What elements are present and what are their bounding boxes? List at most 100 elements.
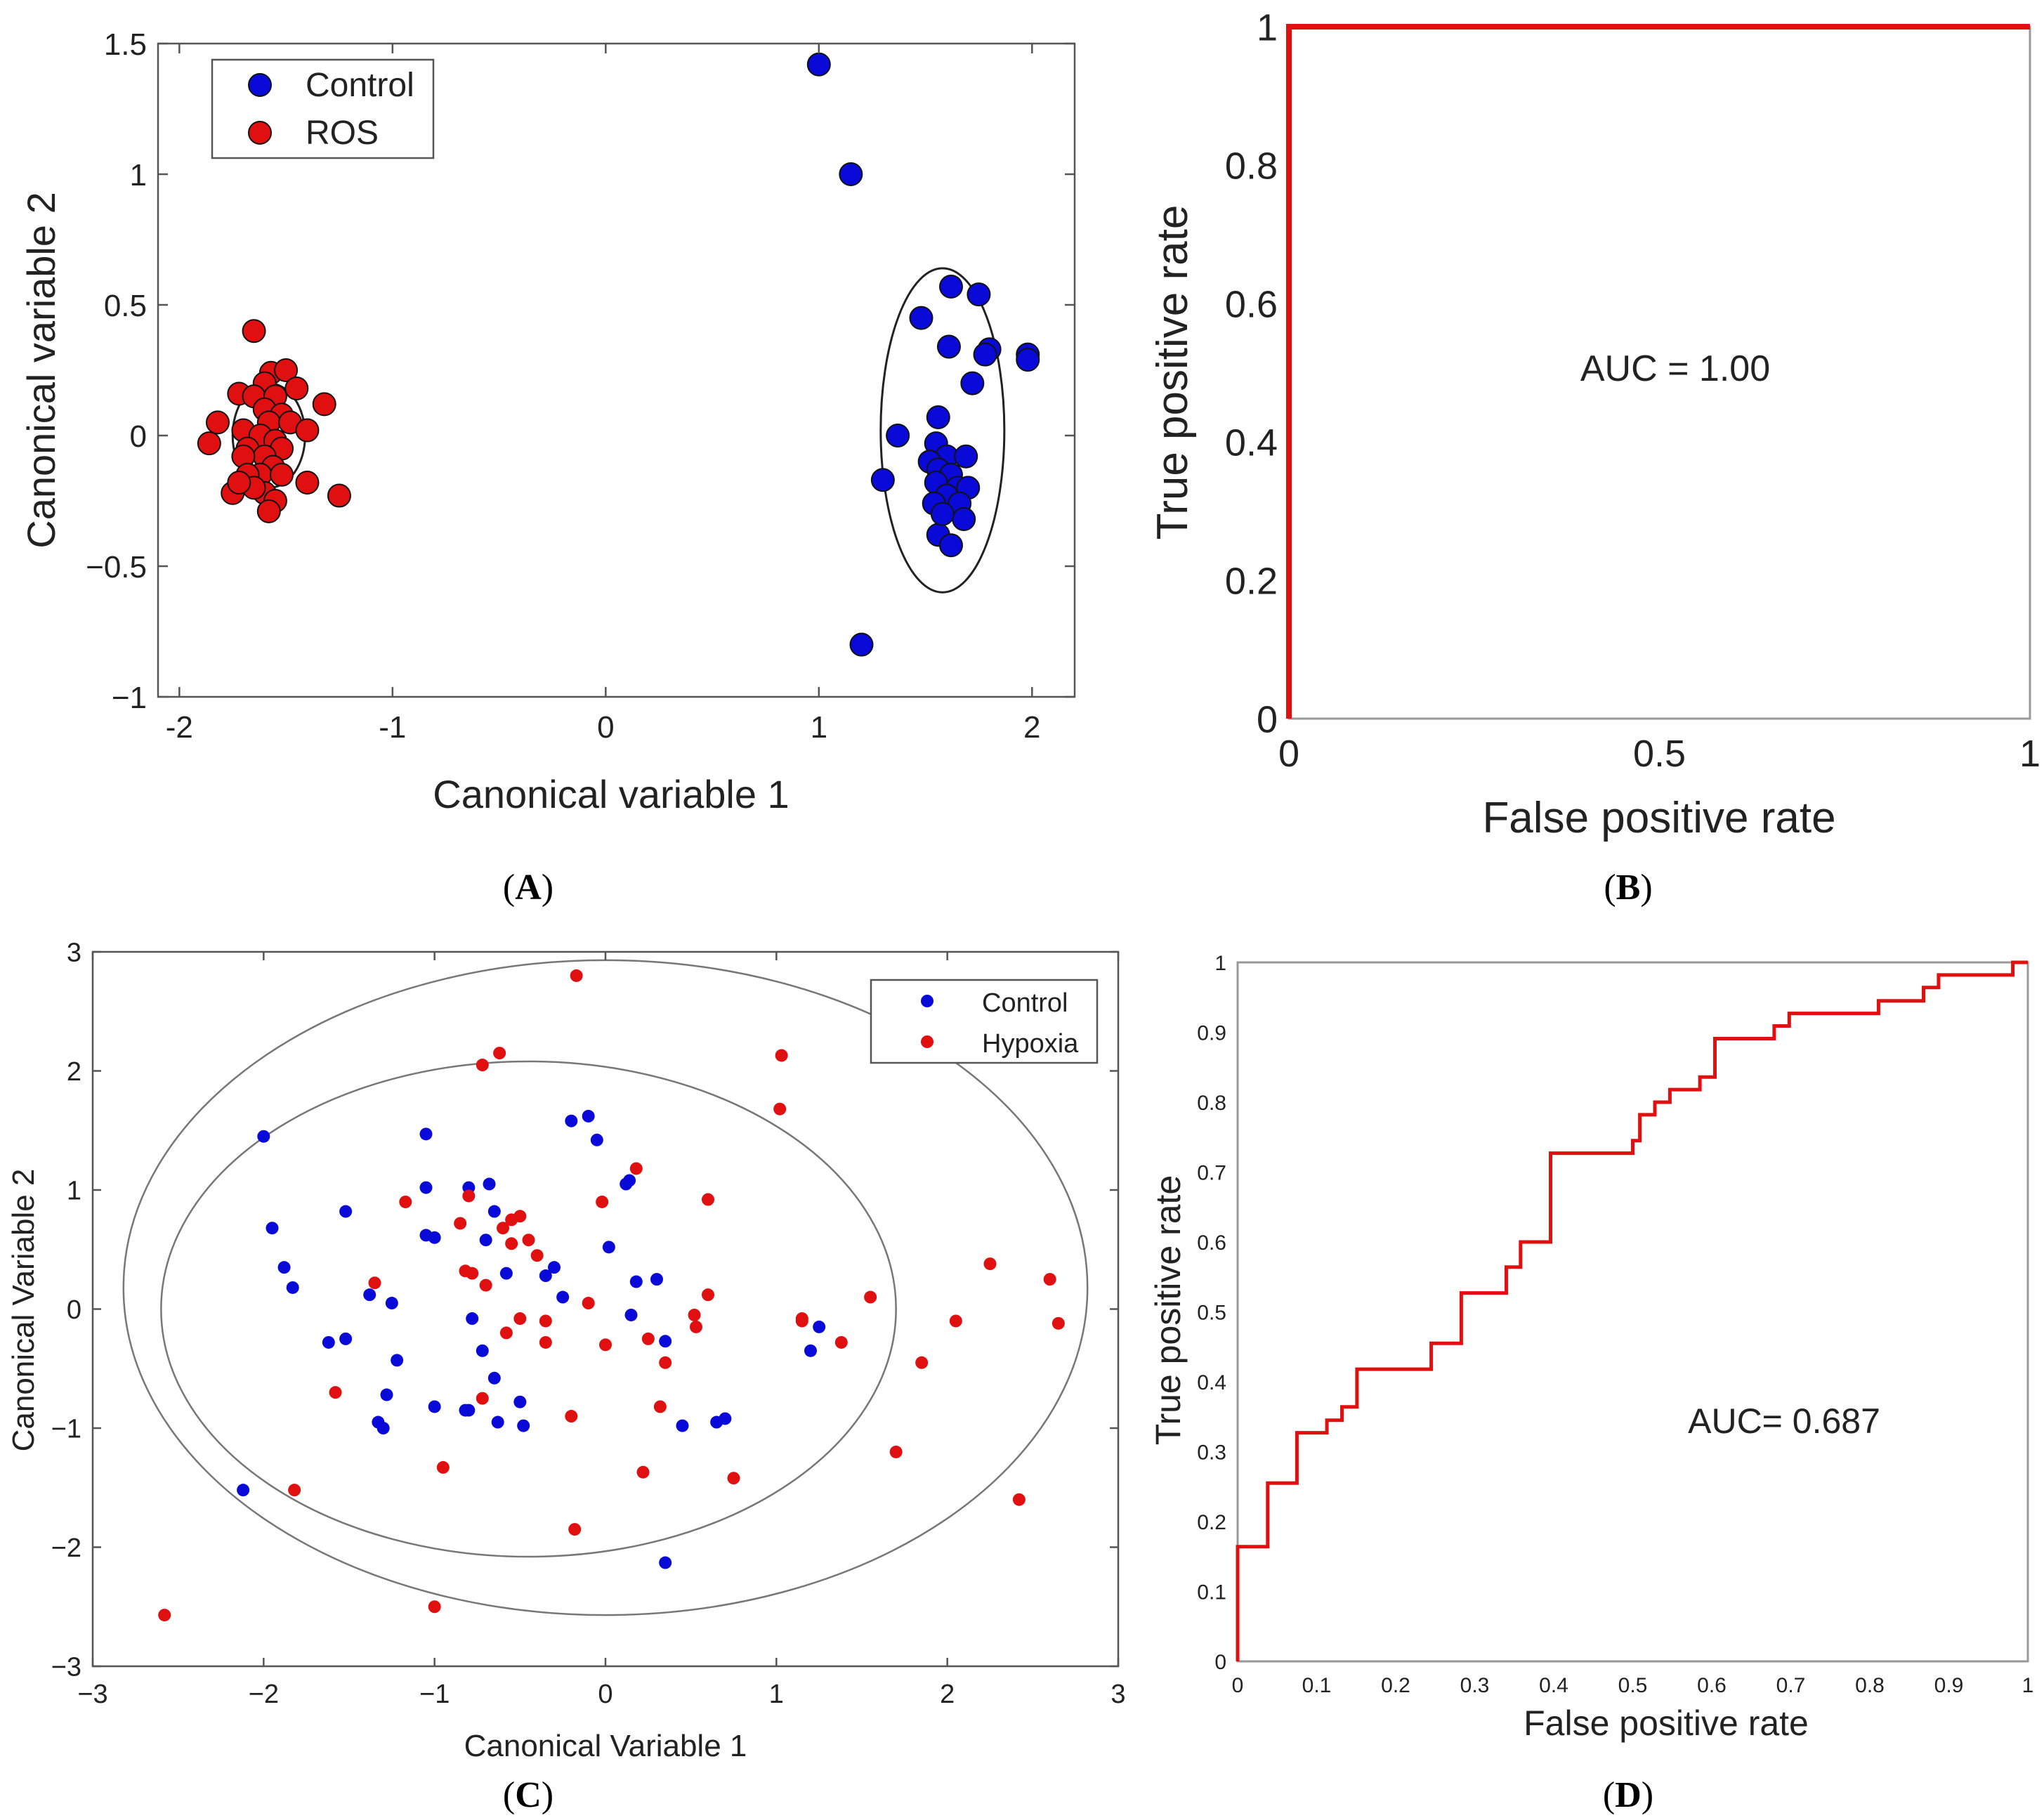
x-tick-label: 0.4	[1539, 1674, 1568, 1697]
panel-d-caption: (D)	[1603, 1775, 1653, 1815]
x-tick-label: 1	[2019, 733, 2040, 775]
point-ros	[205, 410, 230, 435]
point-hypoxia	[288, 1484, 301, 1497]
x-tick-label: −1	[419, 1680, 450, 1709]
point-control	[385, 1297, 398, 1310]
point-hypoxia	[949, 1314, 962, 1328]
panel-a-scatter: -2 -1 0 1 2 −1 −0.5 0 0.5 1 1.5 Control ROS Canoni…	[19, 27, 1076, 908]
y-tick-label: 0.8	[1197, 1092, 1226, 1115]
panel-c-caption: (C)	[503, 1775, 553, 1815]
x-tick-label: −3	[77, 1680, 107, 1709]
panel-a-caption-letter: A	[515, 868, 542, 908]
point-control	[277, 1261, 291, 1274]
panel-b-caption-letter: B	[1616, 868, 1641, 908]
y-tick-label: 0.6	[1197, 1231, 1226, 1255]
y-tick-label: 0	[67, 1295, 81, 1325]
point-control	[938, 274, 963, 299]
point-hypoxia	[497, 1222, 509, 1235]
point-control	[237, 1484, 250, 1497]
panel-a-ylabel: Canonical variable 2	[19, 192, 63, 548]
x-tick-label: 2	[1023, 710, 1040, 745]
y-tick-label: 1	[1257, 6, 1278, 48]
point-control	[602, 1241, 615, 1254]
x-tick-label: 0.7	[1776, 1674, 1806, 1697]
legend-marker-control	[248, 73, 272, 97]
y-tick-label: 0.2	[1225, 560, 1278, 602]
point-ros	[274, 358, 299, 382]
point-hypoxia	[476, 1059, 489, 1072]
point-hypoxia	[582, 1297, 595, 1310]
point-hypoxia	[1043, 1273, 1056, 1286]
point-hypoxia	[773, 1102, 787, 1116]
point-control	[487, 1205, 501, 1218]
x-tick-label: −2	[249, 1680, 279, 1709]
point-hypoxia	[775, 1049, 788, 1062]
panel-b-roc: 0 0.5 1 0 0.2 0.4 0.6 0.8 1 AUC = 1.00 False pos…	[1148, 6, 2040, 908]
panel-b-roc-line	[1286, 24, 2030, 719]
point-hypoxia	[983, 1257, 997, 1271]
point-hypoxia	[505, 1237, 518, 1250]
point-hypoxia	[568, 1523, 582, 1536]
point-control	[491, 1415, 504, 1429]
point-control	[659, 1335, 672, 1348]
point-hypoxia	[641, 1332, 655, 1345]
legend-label-hypoxia: Hypoxia	[982, 1029, 1079, 1059]
point-hypoxia	[659, 1356, 672, 1369]
panel-d-caption-letter: D	[1615, 1775, 1642, 1815]
point-control	[376, 1422, 390, 1434]
point-control	[659, 1556, 672, 1569]
panel-b-xlabel: False positive rate	[1482, 794, 1835, 842]
point-hypoxia	[513, 1312, 527, 1326]
point-control	[459, 1404, 472, 1417]
point-control	[804, 1344, 817, 1357]
y-tick-label: 0.2	[1197, 1511, 1226, 1534]
x-tick-label: 0.9	[1934, 1674, 1964, 1697]
x-tick-label: -1	[379, 710, 406, 745]
point-hypoxia	[834, 1335, 848, 1349]
point-control	[556, 1290, 570, 1304]
panel-c-ylabel: Canonical Variable 2	[6, 1169, 41, 1452]
point-hypoxia	[476, 1392, 489, 1405]
point-control	[428, 1231, 441, 1244]
point-ros	[295, 418, 320, 443]
point-control	[419, 1127, 433, 1141]
panel-d-roc-line	[1236, 960, 2028, 1661]
point-control	[1016, 348, 1040, 372]
x-tick-label: 1	[2022, 1674, 2034, 1697]
y-tick-label: 0.3	[1197, 1441, 1226, 1464]
point-control	[719, 1412, 732, 1425]
point-ros	[327, 483, 351, 508]
x-tick-label: 0	[597, 710, 614, 745]
x-tick-label: 0.8	[1855, 1674, 1885, 1697]
point-control	[499, 1267, 513, 1280]
point-hypoxia	[1012, 1493, 1026, 1506]
point-hypoxia	[399, 1195, 412, 1208]
y-tick-label: 0.5	[1197, 1301, 1226, 1324]
y-tick-label: 0.5	[104, 289, 147, 323]
point-control	[960, 371, 985, 395]
point-hypoxia	[436, 1460, 450, 1474]
panel-c-legend: Control Hypoxia	[870, 979, 1099, 1064]
point-control	[650, 1273, 663, 1286]
point-control	[565, 1114, 578, 1127]
point-control	[257, 1130, 270, 1143]
point-control	[582, 1109, 595, 1123]
point-hypoxia	[462, 1189, 476, 1203]
point-control	[391, 1354, 404, 1367]
y-tick-label: 0.7	[1197, 1161, 1226, 1184]
point-control	[954, 444, 978, 469]
x-tick-label: 1	[769, 1680, 784, 1709]
panel-d-plot-area	[1236, 961, 2029, 1663]
point-hypoxia	[479, 1279, 492, 1292]
y-tick-label: 0.1	[1197, 1581, 1226, 1604]
point-hypoxia	[1052, 1316, 1065, 1330]
y-tick-label: 2	[67, 1057, 81, 1087]
y-tick-label: 0	[130, 419, 147, 454]
y-tick-label: 1.5	[104, 27, 147, 62]
point-hypoxia	[522, 1234, 535, 1247]
point-control	[419, 1181, 433, 1194]
point-control	[322, 1335, 335, 1349]
point-hypoxia	[329, 1386, 342, 1399]
point-control	[938, 533, 963, 558]
